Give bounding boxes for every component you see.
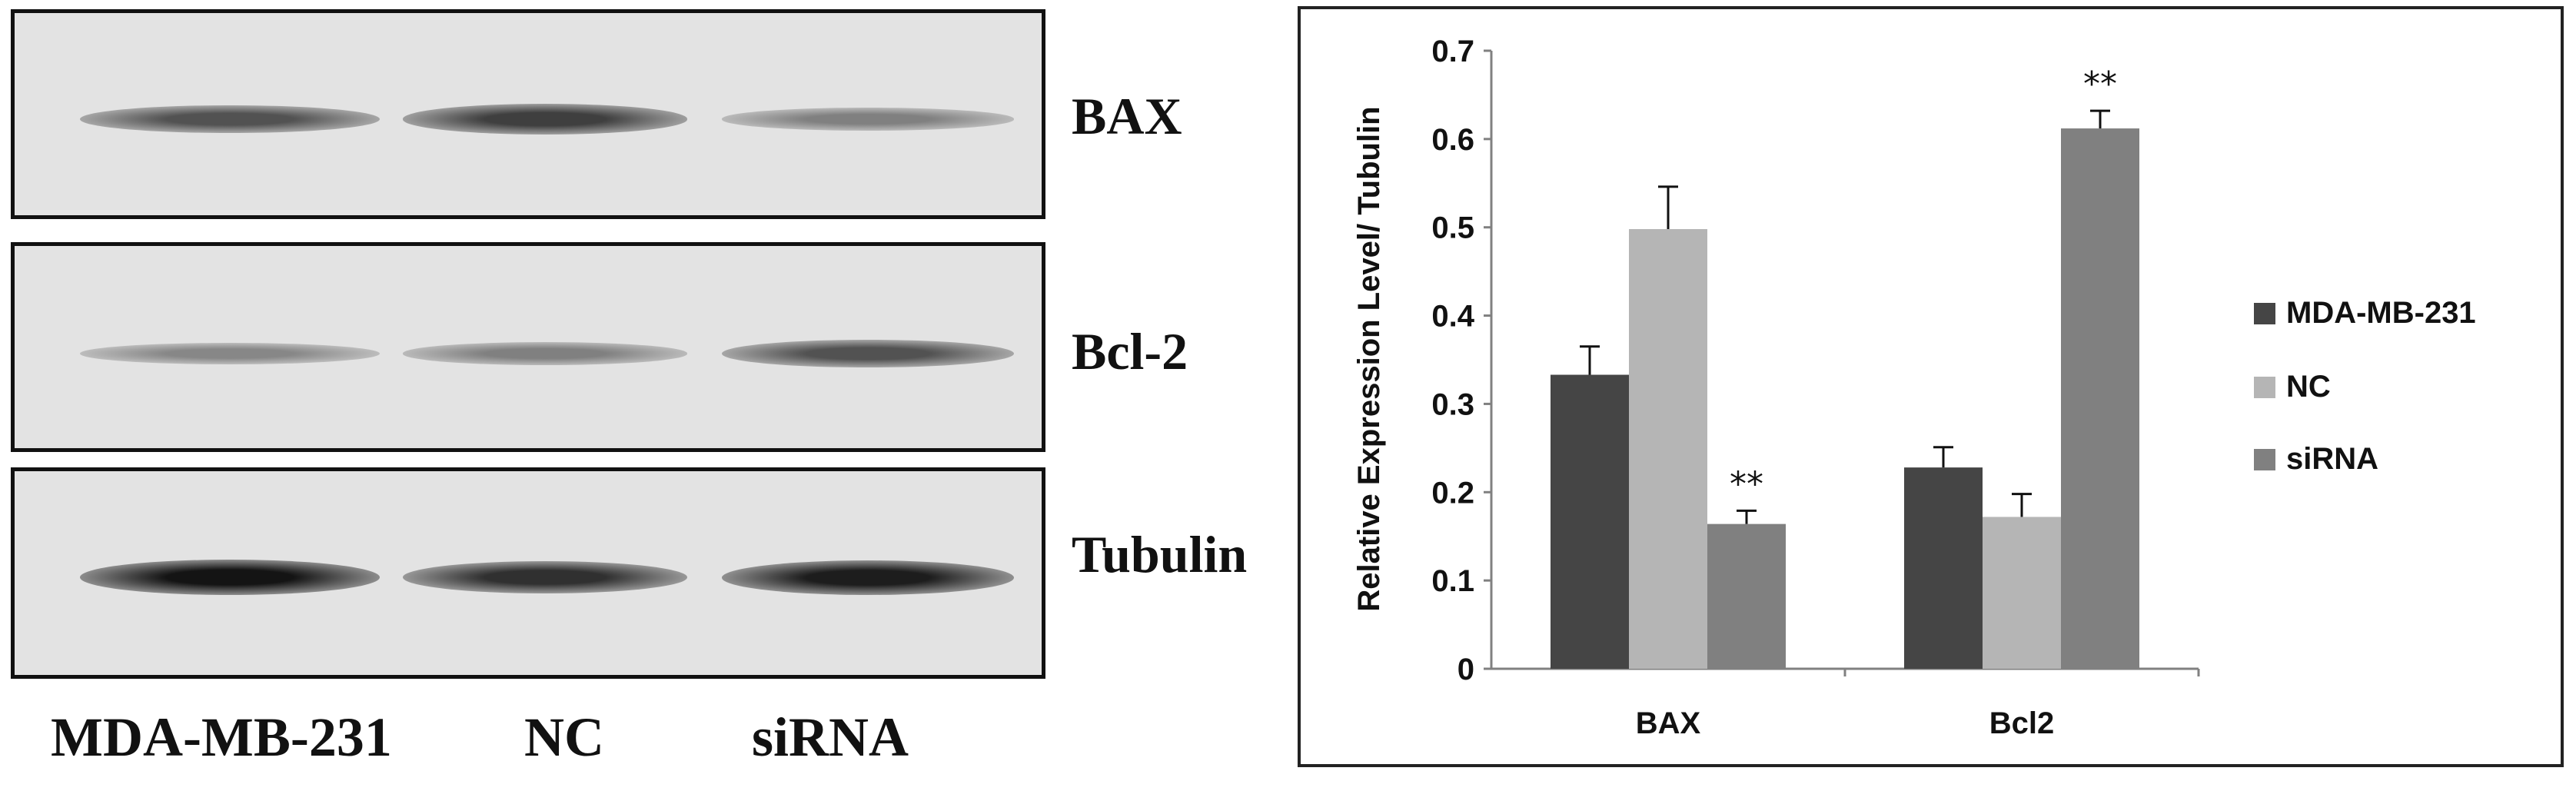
- y-tick-label: 0.5: [1431, 211, 1474, 245]
- significance-mark: **: [2083, 65, 2117, 104]
- y-tick-label: 0: [1458, 653, 1474, 686]
- x-tick-label: BAX: [1636, 706, 1701, 740]
- blot-panel-bax: [11, 9, 1045, 219]
- blot-band: [722, 560, 1014, 595]
- y-tick-label: 0.1: [1431, 564, 1474, 598]
- blot-band: [80, 559, 380, 596]
- legend-label: siRNA: [2286, 442, 2378, 476]
- chart-frame: 0 0.1 0.2 0.3 0.4 0.5 0.6 0.7 ** ** BAX Bcl2 Rela…: [1298, 6, 2564, 767]
- bar: [1629, 229, 1707, 669]
- legend-label: MDA-MB-231: [2286, 296, 2476, 330]
- lane-label-nc: NC: [524, 706, 604, 768]
- blot-panel-bcl2: [11, 242, 1045, 452]
- blot-band: [722, 108, 1014, 131]
- bar: [1707, 523, 1786, 669]
- legend-swatch: [2254, 449, 2275, 470]
- bar: [1983, 517, 2061, 669]
- bar: [2061, 128, 2139, 669]
- bar: [1904, 467, 1983, 669]
- blot-panel-tubulin: [11, 467, 1045, 679]
- y-axis-title: Relative Expression Level/ Tubulin: [1352, 106, 1386, 611]
- bar-chart: 0 0.1 0.2 0.3 0.4 0.5 0.6 0.7 ** ** BAX Bcl2 Rela…: [1352, 35, 2476, 740]
- y-tick-label: 0.7: [1431, 35, 1474, 68]
- legend-label: NC: [2286, 370, 2331, 404]
- x-tick-label: Bcl2: [1989, 706, 2055, 740]
- blot-band: [80, 105, 380, 134]
- blot-band: [722, 339, 1014, 368]
- blot-band: [403, 104, 687, 135]
- legend-swatch: [2254, 303, 2275, 324]
- y-tick-label: 0.3: [1431, 387, 1474, 421]
- blot-band: [403, 561, 687, 593]
- lane-label-mda: MDA-MB-231: [51, 706, 392, 768]
- blot-label-bax: BAX: [1072, 87, 1182, 145]
- blot-label-tubulin: Tubulin: [1072, 525, 1248, 583]
- blot-band: [80, 342, 380, 365]
- bar: [1551, 374, 1629, 669]
- significance-mark: **: [1730, 464, 1763, 504]
- blot-label-bcl2: Bcl-2: [1072, 322, 1188, 381]
- legend-swatch: [2254, 377, 2275, 398]
- lane-label-sirna: siRNA: [752, 706, 909, 768]
- y-tick-label: 0.4: [1431, 300, 1474, 334]
- y-tick-label: 0.6: [1431, 123, 1474, 157]
- y-tick-label: 0.2: [1431, 476, 1474, 510]
- blot-band: [403, 342, 687, 365]
